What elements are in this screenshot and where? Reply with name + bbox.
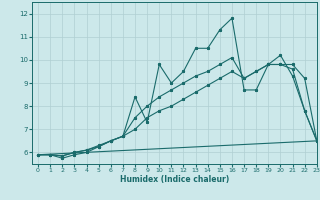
- X-axis label: Humidex (Indice chaleur): Humidex (Indice chaleur): [120, 175, 229, 184]
